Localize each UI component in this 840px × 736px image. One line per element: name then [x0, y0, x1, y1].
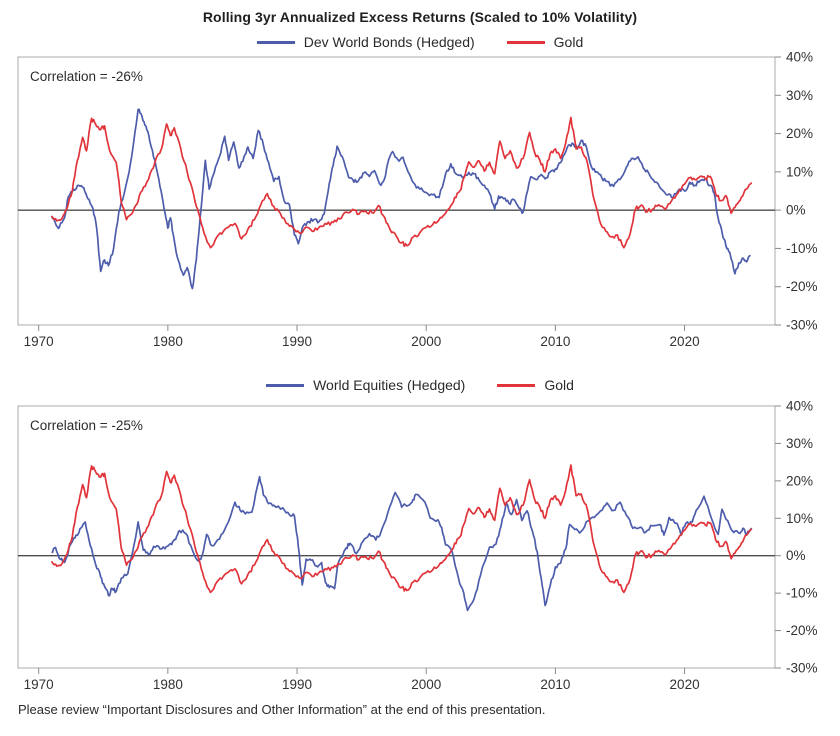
- y-tick-label: 20%: [786, 473, 813, 488]
- x-tick-label: 1970: [24, 334, 54, 349]
- x-tick-label: 2010: [540, 334, 570, 349]
- y-tick-label: -20%: [786, 623, 818, 638]
- x-tick-label: 1990: [282, 677, 312, 692]
- bonds-vs-gold-chart: 40% 30% 20% 10% 0% -10% -20% -30% 1970 1980 1990 20…: [17, 50, 818, 349]
- equities-line-swatch-icon: [266, 383, 305, 387]
- series-line-blue: [51, 475, 753, 612]
- y-tick-label: 10%: [786, 511, 813, 526]
- y-tick-label: -10%: [786, 586, 818, 601]
- x-tick-label: 2020: [670, 677, 700, 692]
- legend-label-gold-bottom: Gold: [544, 377, 574, 393]
- y-tick-label: 0%: [786, 548, 806, 563]
- y-tick-label: 40%: [786, 399, 813, 414]
- equities-vs-gold-chart: 40% 30% 20% 10% 0% -10% -20% -30% 1970 1980 1990 20…: [17, 399, 818, 692]
- plot-border: [17, 56, 776, 326]
- disclosure-note: Please review “Important Disclosures and…: [18, 702, 546, 717]
- y-tick-label: 10%: [786, 164, 813, 179]
- legend-label-gold-top: Gold: [553, 34, 584, 50]
- x-tick-label: 1980: [153, 677, 183, 692]
- x-tick-label: 2000: [411, 677, 441, 692]
- x-tick-label: 1980: [153, 334, 183, 349]
- x-tick-label: 2010: [540, 677, 570, 692]
- x-tick-label: 2020: [670, 334, 700, 349]
- y-tick-label: 0%: [786, 203, 806, 218]
- legend-item-bonds: Dev World Bonds (Hedged): [256, 34, 475, 50]
- bonds-line-swatch-icon: [256, 40, 295, 44]
- gold-line-swatch-icon: [506, 40, 545, 44]
- legend-bottom: World Equities (Hedged) Gold: [0, 376, 840, 394]
- y-tick-label: 30%: [786, 88, 813, 103]
- series-line-blue: [50, 108, 751, 290]
- correlation-label: Correlation = -26%: [30, 69, 143, 84]
- series-line-gold: [50, 464, 753, 594]
- legend-item-equities: World Equities (Hedged): [266, 377, 465, 393]
- legend-label-equities: World Equities (Hedged): [313, 377, 466, 393]
- legend-top: Dev World Bonds (Hedged) Gold: [0, 33, 840, 51]
- x-tick-label: 1990: [282, 334, 312, 349]
- x-tick-label: 2000: [411, 334, 441, 349]
- legend-item-gold-top: Gold: [506, 34, 584, 50]
- series-line-gold: [50, 116, 753, 249]
- chart-title: Rolling 3yr Annualized Excess Returns (S…: [202, 9, 638, 25]
- x-tick-label: 1970: [24, 677, 54, 692]
- legend-label-bonds: Dev World Bonds (Hedged): [303, 34, 475, 50]
- y-tick-label: -30%: [786, 661, 818, 676]
- y-tick-label: -20%: [786, 279, 818, 294]
- plot-border: [17, 405, 776, 669]
- y-tick-label: 20%: [786, 126, 813, 141]
- gold-line-swatch-icon: [497, 383, 536, 387]
- y-tick-label: 30%: [786, 436, 813, 451]
- y-tick-label: 40%: [786, 50, 813, 65]
- legend-item-gold-bottom: Gold: [497, 377, 574, 393]
- y-tick-label: -30%: [786, 318, 818, 333]
- y-tick-label: -10%: [786, 241, 818, 256]
- correlation-label: Correlation = -25%: [30, 418, 143, 433]
